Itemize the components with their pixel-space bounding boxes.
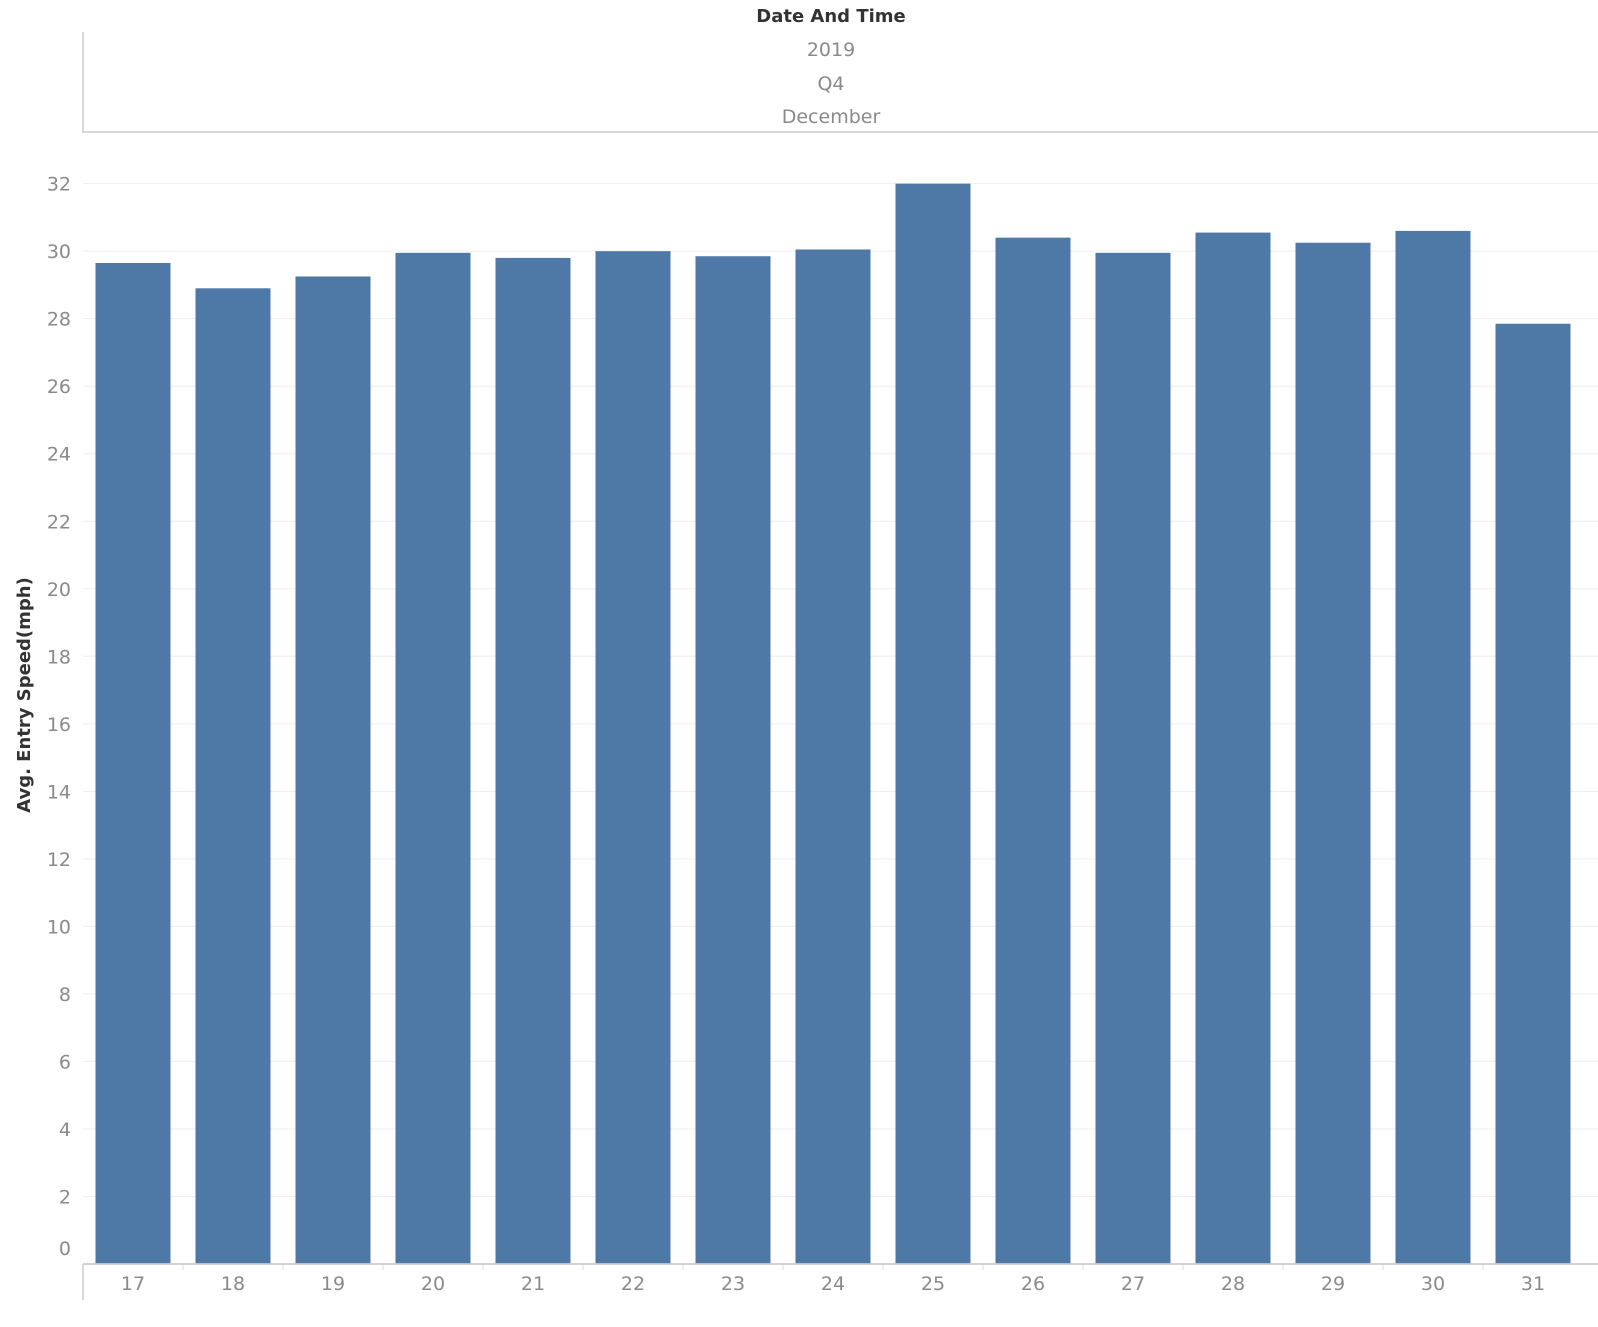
x-tick-label: 21 (521, 1273, 545, 1295)
y-tick-label: 32 (47, 174, 71, 196)
bar[interactable] (1195, 232, 1271, 1265)
header-field-title: Date And Time (756, 6, 905, 27)
bar[interactable] (1395, 230, 1471, 1264)
y-tick-label: 6 (59, 1051, 71, 1073)
x-tick-label: 26 (1021, 1273, 1045, 1295)
bar[interactable] (295, 276, 371, 1264)
x-tick-label: 17 (121, 1273, 145, 1295)
y-tick-label: 4 (59, 1119, 71, 1141)
y-tick-label: 30 (47, 241, 71, 263)
x-tick-label: 24 (821, 1273, 845, 1295)
x-tick-label: 22 (621, 1273, 645, 1295)
x-tick-label: 28 (1221, 1273, 1245, 1295)
y-tick-label: 0 (59, 1238, 71, 1260)
bar[interactable] (895, 183, 971, 1264)
bar[interactable] (95, 262, 171, 1264)
bar[interactable] (795, 249, 871, 1264)
x-tick-label: 27 (1121, 1273, 1145, 1295)
y-axis-label: Avg. Entry Speed(mph) (14, 577, 35, 813)
y-tick-label: 12 (47, 849, 71, 871)
bar[interactable] (1095, 252, 1171, 1264)
bar[interactable] (995, 237, 1071, 1265)
column-header: Date And Time 2019 Q4 December (82, 6, 1598, 133)
y-tick-label: 24 (47, 444, 71, 466)
y-tick-label: 16 (47, 714, 71, 736)
x-tick-label: 18 (221, 1273, 245, 1295)
y-tick-label: 14 (47, 781, 71, 803)
y-tick-label: 10 (47, 916, 71, 938)
header-quarter: Q4 (817, 73, 844, 95)
y-tick-label: 28 (47, 309, 71, 331)
x-tick-label: 29 (1321, 1273, 1345, 1295)
y-tick-label: 20 (47, 579, 71, 601)
bar[interactable] (695, 256, 771, 1264)
x-tick-label: 31 (1521, 1273, 1545, 1295)
bar[interactable] (1495, 323, 1571, 1264)
x-tick-label: 25 (921, 1273, 945, 1295)
bar[interactable] (595, 251, 671, 1264)
y-tick-label: 26 (47, 376, 71, 398)
x-axis-ticks: 17 18 19 20 21 22 23 24 25 26 27 28 29 30 31 (82, 1264, 1545, 1300)
header-year: 2019 (807, 39, 855, 61)
bar[interactable] (395, 252, 471, 1264)
x-tick-label: 19 (321, 1273, 345, 1295)
x-tick-label: 30 (1421, 1273, 1445, 1295)
x-tick-label: 20 (421, 1273, 445, 1295)
y-tick-label: 2 (59, 1186, 71, 1208)
x-tick-label: 23 (721, 1273, 745, 1295)
y-tick-label: 22 (47, 511, 71, 533)
header-month: December (782, 106, 881, 128)
y-tick-label: 8 (59, 984, 71, 1006)
y-tick-label: 18 (47, 646, 71, 668)
bars (95, 183, 1571, 1265)
bar[interactable] (1295, 242, 1371, 1264)
bar[interactable] (195, 288, 271, 1264)
bar[interactable] (495, 257, 571, 1265)
